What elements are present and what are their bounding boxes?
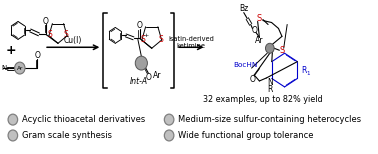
- Text: Bz: Bz: [239, 4, 248, 13]
- Text: Medium-size sulfur-containing heterocycles: Medium-size sulfur-containing heterocycl…: [178, 115, 361, 124]
- Circle shape: [164, 130, 174, 141]
- Circle shape: [8, 130, 18, 141]
- Text: Ar: Ar: [255, 36, 263, 45]
- Text: O: O: [137, 21, 143, 30]
- Circle shape: [265, 43, 274, 53]
- Text: Ar: Ar: [17, 66, 23, 71]
- Text: S: S: [64, 30, 68, 39]
- Text: Gram scale synthesis: Gram scale synthesis: [22, 131, 112, 140]
- Text: 1: 1: [306, 71, 310, 75]
- Text: ketimine: ketimine: [176, 43, 205, 49]
- Text: R: R: [267, 85, 273, 94]
- Text: N: N: [267, 78, 273, 87]
- Text: +: +: [144, 33, 149, 38]
- Text: Ar: Ar: [153, 71, 161, 79]
- Text: Int-A: Int-A: [130, 77, 148, 86]
- Text: S: S: [279, 46, 285, 55]
- Text: R: R: [301, 66, 306, 75]
- Text: O: O: [251, 26, 257, 35]
- Text: S: S: [257, 14, 262, 23]
- Text: Acyclic thioacetal derivatives: Acyclic thioacetal derivatives: [22, 115, 145, 124]
- Text: O: O: [43, 17, 49, 26]
- Text: S: S: [47, 30, 52, 39]
- Text: S: S: [158, 34, 163, 44]
- Text: N₂: N₂: [1, 65, 9, 71]
- Text: O: O: [249, 75, 256, 85]
- Text: +: +: [6, 44, 16, 57]
- Text: O: O: [145, 73, 151, 83]
- Text: isatin-derived: isatin-derived: [168, 36, 214, 42]
- Circle shape: [8, 114, 18, 125]
- Text: BocHN: BocHN: [233, 62, 258, 68]
- Text: Cu(I): Cu(I): [64, 36, 82, 45]
- Circle shape: [164, 114, 174, 125]
- Circle shape: [135, 56, 147, 70]
- Text: O: O: [34, 51, 40, 60]
- Text: S: S: [140, 34, 145, 44]
- Text: Wide functional group tolerance: Wide functional group tolerance: [178, 131, 313, 140]
- Circle shape: [15, 62, 25, 74]
- Text: 32 examples, up to 82% yield: 32 examples, up to 82% yield: [203, 95, 323, 104]
